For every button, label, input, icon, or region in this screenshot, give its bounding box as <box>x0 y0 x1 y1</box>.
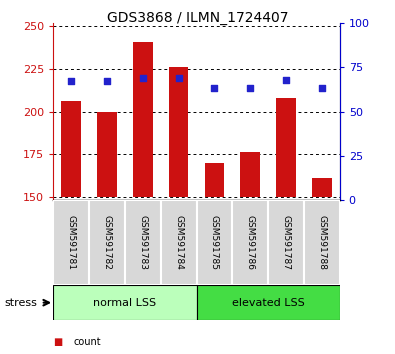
Point <box>319 86 325 91</box>
Bar <box>53 285 197 320</box>
Text: stress: stress <box>4 298 37 308</box>
Text: GSM591786: GSM591786 <box>246 215 255 270</box>
Bar <box>89 200 125 285</box>
Text: GSM591782: GSM591782 <box>103 215 111 270</box>
Text: GSM591784: GSM591784 <box>174 215 183 270</box>
Text: elevated LSS: elevated LSS <box>232 298 305 308</box>
Bar <box>161 200 197 285</box>
Point <box>104 79 110 84</box>
Point <box>211 86 218 91</box>
Bar <box>232 200 268 285</box>
Bar <box>133 42 152 196</box>
Bar <box>97 112 117 196</box>
Point <box>68 79 74 84</box>
Text: GSM591785: GSM591785 <box>210 215 219 270</box>
Text: GDS3868 / ILMN_1724407: GDS3868 / ILMN_1724407 <box>107 11 288 25</box>
Bar <box>61 101 81 196</box>
Bar <box>197 285 340 320</box>
Point <box>175 75 182 81</box>
Text: normal LSS: normal LSS <box>93 298 156 308</box>
Text: GSM591788: GSM591788 <box>317 215 326 270</box>
Bar <box>241 152 260 196</box>
Text: GSM591781: GSM591781 <box>67 215 76 270</box>
Bar <box>53 200 89 285</box>
Bar <box>268 200 304 285</box>
Text: GSM591787: GSM591787 <box>282 215 290 270</box>
Text: GSM591783: GSM591783 <box>138 215 147 270</box>
Point <box>140 75 146 81</box>
Bar <box>169 67 188 196</box>
Point <box>283 77 289 82</box>
Text: count: count <box>73 337 101 347</box>
Bar <box>276 98 296 196</box>
Bar <box>205 162 224 196</box>
Bar <box>197 200 232 285</box>
Text: ■: ■ <box>53 337 62 347</box>
Bar <box>312 178 332 196</box>
Point <box>247 86 253 91</box>
Bar <box>125 200 161 285</box>
Bar <box>304 200 340 285</box>
